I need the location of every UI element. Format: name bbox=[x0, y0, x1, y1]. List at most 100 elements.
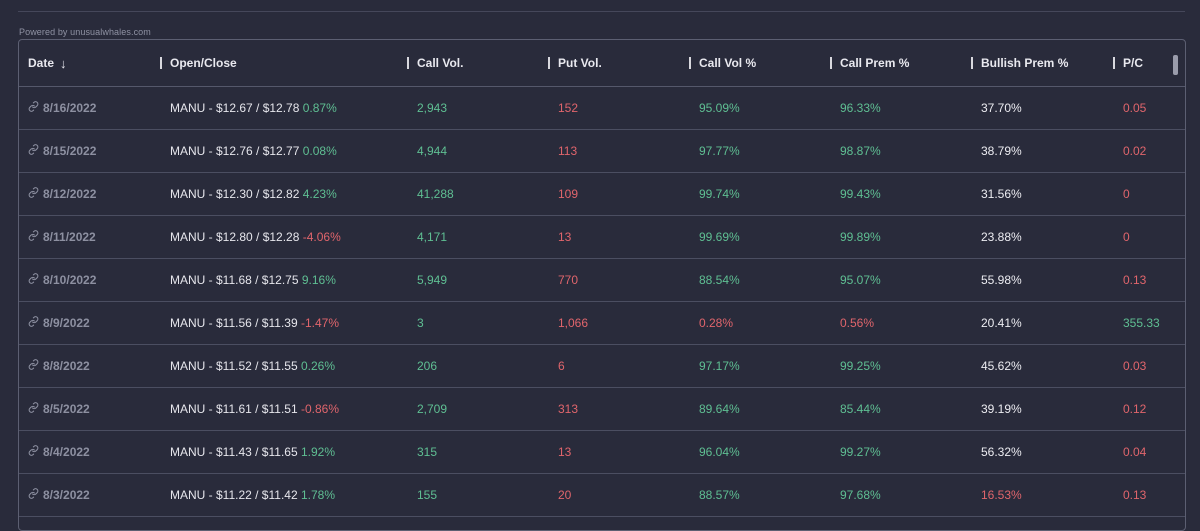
table-row[interactable]: 8/9/2022 MANU - $11.56 / $11.39 -1.47% 3 1,… bbox=[19, 301, 1185, 345]
open-close-text: MANU - $11.56 / $11.39 bbox=[170, 315, 298, 330]
link-icon[interactable] bbox=[28, 315, 39, 330]
table-row[interactable]: 8/10/2022 MANU - $11.68 / $12.75 9.16% 5,9… bbox=[19, 258, 1185, 302]
col-header-bullish-prem-pct[interactable]: Bullish Prem % bbox=[971, 40, 1068, 86]
call-vol-pct-cell: 0.28% bbox=[699, 315, 734, 330]
call-prem-pct-cell: 95.07% bbox=[840, 272, 881, 287]
put-vol-cell: 313 bbox=[558, 401, 579, 416]
price-change-pct: 0.08% bbox=[302, 143, 337, 158]
column-resize-handle[interactable] bbox=[407, 57, 409, 69]
col-header-pc[interactable]: P/C bbox=[1113, 40, 1143, 86]
table-row[interactable]: 8/5/2022 MANU - $11.61 / $11.51 -0.86% 2,7… bbox=[19, 387, 1185, 431]
link-icon[interactable] bbox=[28, 100, 39, 115]
call-prem-pct-cell: 99.25% bbox=[840, 358, 881, 373]
open-close-cell: MANU - $12.67 / $12.78 0.87% bbox=[170, 86, 337, 129]
col-header-date-label: Date bbox=[28, 56, 55, 70]
open-close-cell: MANU - $11.22 / $11.42 1.78% bbox=[170, 473, 335, 516]
horizontal-scrollbar-thumb[interactable] bbox=[1173, 55, 1178, 75]
pc-ratio-cell: 0 bbox=[1123, 186, 1130, 201]
col-header-date[interactable]: Date ↓ bbox=[28, 40, 67, 86]
link-icon[interactable] bbox=[28, 358, 39, 373]
link-icon[interactable] bbox=[28, 186, 39, 201]
date-text: 8/3/2022 bbox=[43, 487, 90, 502]
pc-ratio-cell: 0 bbox=[1123, 229, 1130, 244]
open-close-text: MANU - $12.67 / $12.78 bbox=[170, 100, 300, 115]
put-vol-cell: 20 bbox=[558, 487, 572, 502]
table-row[interactable]: 8/8/2022 MANU - $11.52 / $11.55 0.26% 206 6… bbox=[19, 344, 1185, 388]
open-close-text: MANU - $11.68 / $12.75 bbox=[170, 272, 299, 287]
price-change-pct: 1.92% bbox=[300, 444, 335, 459]
col-header-open-close[interactable]: Open/Close bbox=[160, 40, 237, 86]
call-vol-cell: 4,944 bbox=[417, 143, 448, 158]
sort-arrow-down-icon[interactable]: ↓ bbox=[60, 55, 67, 71]
price-change-pct: 1.78% bbox=[300, 487, 335, 502]
call-prem-pct-cell: 99.89% bbox=[840, 229, 881, 244]
link-icon[interactable] bbox=[28, 487, 39, 502]
date-cell[interactable]: 8/5/2022 bbox=[28, 387, 90, 430]
column-resize-handle[interactable] bbox=[971, 57, 973, 69]
date-text: 8/10/2022 bbox=[43, 272, 97, 287]
open-close-text: MANU - $12.80 / $12.28 bbox=[170, 229, 300, 244]
put-vol-cell: 6 bbox=[558, 358, 565, 373]
call-prem-pct-cell: 98.87% bbox=[840, 143, 881, 158]
call-vol-cell: 41,288 bbox=[417, 186, 454, 201]
pc-ratio-cell: 0.13 bbox=[1123, 487, 1147, 502]
price-change-pct: 0.87% bbox=[302, 100, 337, 115]
column-resize-handle[interactable] bbox=[1113, 57, 1115, 69]
date-text: 8/8/2022 bbox=[43, 358, 90, 373]
col-header-call-vol[interactable]: Call Vol. bbox=[407, 40, 463, 86]
bullish-prem-pct-cell: 55.98% bbox=[981, 272, 1022, 287]
pc-ratio-cell: 0.03 bbox=[1123, 358, 1147, 373]
column-resize-handle[interactable] bbox=[548, 57, 550, 69]
table-row[interactable]: 8/4/2022 MANU - $11.43 / $11.65 1.92% 315 1… bbox=[19, 430, 1185, 474]
price-change-pct: -4.06% bbox=[302, 229, 341, 244]
table-row[interactable]: 8/11/2022 MANU - $12.80 / $12.28 -4.06% 4,… bbox=[19, 215, 1185, 259]
pc-ratio-cell: 0.12 bbox=[1123, 401, 1147, 416]
table-row[interactable]: 8/12/2022 MANU - $12.30 / $12.82 4.23% 41,… bbox=[19, 172, 1185, 216]
col-header-bullish-prem-pct-label: Bullish Prem % bbox=[981, 56, 1069, 70]
column-resize-handle[interactable] bbox=[689, 57, 691, 69]
table-row[interactable]: 8/16/2022 MANU - $12.67 / $12.78 0.87% 2,9… bbox=[19, 86, 1185, 130]
top-divider bbox=[18, 11, 1185, 12]
col-header-open-close-label: Open/Close bbox=[170, 56, 237, 70]
options-flow-table: Date ↓ Open/Close Call Vol. Put Vol. Cal… bbox=[18, 39, 1186, 531]
date-cell[interactable]: 8/10/2022 bbox=[28, 258, 96, 301]
column-resize-handle[interactable] bbox=[830, 57, 832, 69]
col-header-call-prem-pct[interactable]: Call Prem % bbox=[830, 40, 909, 86]
call-prem-pct-cell: 99.27% bbox=[840, 444, 881, 459]
link-icon[interactable] bbox=[28, 444, 39, 459]
pc-ratio-cell: 0.02 bbox=[1123, 143, 1147, 158]
put-vol-cell: 1,066 bbox=[558, 315, 589, 330]
date-text: 8/9/2022 bbox=[43, 315, 90, 330]
date-cell[interactable]: 8/16/2022 bbox=[28, 86, 96, 129]
date-cell[interactable]: 8/9/2022 bbox=[28, 301, 90, 344]
open-close-cell: MANU - $11.56 / $11.39 -1.47% bbox=[170, 301, 339, 344]
col-header-call-vol-pct[interactable]: Call Vol % bbox=[689, 40, 756, 86]
date-cell[interactable]: 8/4/2022 bbox=[28, 430, 90, 473]
call-vol-pct-cell: 88.54% bbox=[699, 272, 740, 287]
date-cell[interactable]: 8/11/2022 bbox=[28, 215, 96, 258]
call-vol-cell: 3 bbox=[417, 315, 424, 330]
price-change-pct: 0.26% bbox=[300, 358, 335, 373]
link-icon[interactable] bbox=[28, 401, 39, 416]
put-vol-cell: 770 bbox=[558, 272, 579, 287]
call-prem-pct-cell: 97.68% bbox=[840, 487, 881, 502]
bullish-prem-pct-cell: 16.53% bbox=[981, 487, 1022, 502]
column-resize-handle[interactable] bbox=[160, 57, 162, 69]
link-icon[interactable] bbox=[28, 143, 39, 158]
link-icon[interactable] bbox=[28, 272, 39, 287]
call-vol-pct-cell: 95.09% bbox=[699, 100, 740, 115]
bullish-prem-pct-cell: 56.32% bbox=[981, 444, 1022, 459]
date-cell[interactable]: 8/3/2022 bbox=[28, 473, 90, 516]
call-vol-cell: 155 bbox=[417, 487, 438, 502]
col-header-put-vol[interactable]: Put Vol. bbox=[548, 40, 602, 86]
bullish-prem-pct-cell: 20.41% bbox=[981, 315, 1022, 330]
date-cell[interactable]: 8/12/2022 bbox=[28, 172, 96, 215]
call-vol-pct-cell: 97.77% bbox=[699, 143, 740, 158]
table-row[interactable]: 8/15/2022 MANU - $12.76 / $12.77 0.08% 4,9… bbox=[19, 129, 1185, 173]
bullish-prem-pct-cell: 37.70% bbox=[981, 100, 1022, 115]
date-cell[interactable]: 8/8/2022 bbox=[28, 344, 90, 387]
table-row[interactable]: 8/3/2022 MANU - $11.22 / $11.42 1.78% 155 2… bbox=[19, 473, 1185, 517]
link-icon[interactable] bbox=[28, 229, 39, 244]
date-cell[interactable]: 8/15/2022 bbox=[28, 129, 96, 172]
powered-by-label: Powered by unusualwhales.com bbox=[19, 27, 151, 37]
